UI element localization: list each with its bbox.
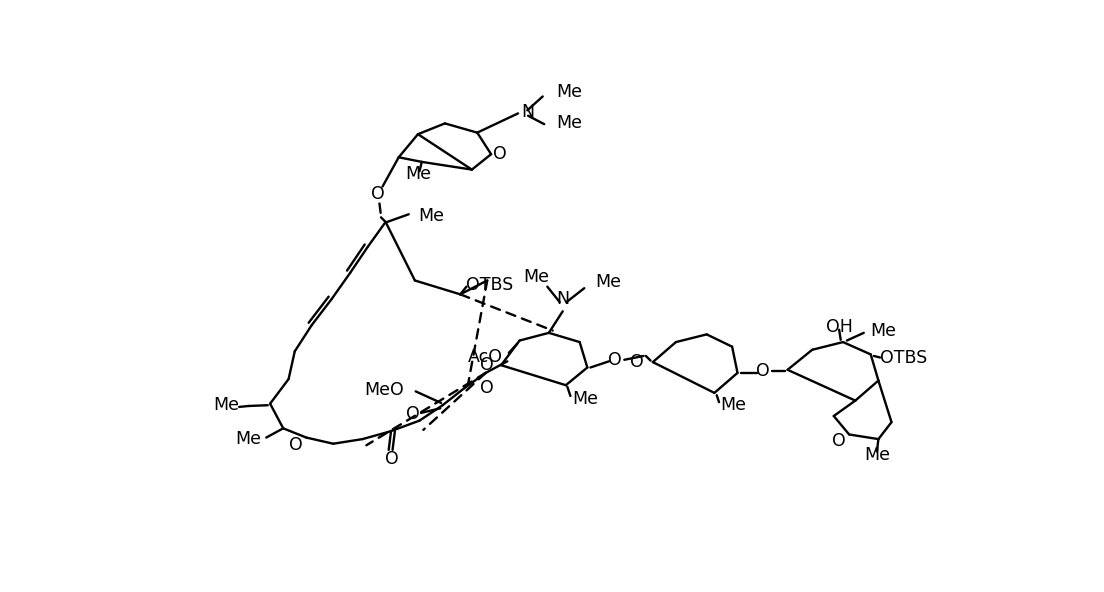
- Text: Me: Me: [870, 322, 896, 340]
- Text: OH: OH: [826, 318, 852, 336]
- Text: Me: Me: [556, 83, 583, 101]
- Text: Me: Me: [556, 114, 583, 133]
- Text: Me: Me: [595, 273, 622, 291]
- Text: OTBS: OTBS: [880, 349, 927, 367]
- Text: Me: Me: [523, 268, 549, 287]
- Text: O: O: [406, 406, 421, 423]
- Text: O: O: [479, 356, 493, 374]
- Text: N: N: [556, 290, 570, 308]
- Text: Me: Me: [235, 430, 262, 448]
- Text: MeO: MeO: [364, 381, 404, 399]
- Text: O: O: [371, 185, 385, 203]
- Text: Me: Me: [213, 396, 240, 414]
- Text: O: O: [608, 351, 622, 369]
- Text: O: O: [288, 436, 302, 454]
- Text: O: O: [831, 432, 846, 450]
- Text: N: N: [521, 103, 534, 121]
- Text: O: O: [756, 362, 769, 380]
- Text: Me: Me: [418, 207, 444, 225]
- Text: OTBS: OTBS: [467, 276, 513, 294]
- Text: O: O: [480, 379, 495, 397]
- Text: Me: Me: [572, 390, 598, 408]
- Text: O: O: [492, 145, 507, 163]
- Text: Me: Me: [721, 396, 746, 414]
- Text: Me: Me: [405, 165, 431, 183]
- Text: O: O: [629, 353, 644, 371]
- Text: O: O: [385, 450, 399, 468]
- Text: Me: Me: [863, 446, 890, 464]
- Text: AcO: AcO: [468, 349, 502, 366]
